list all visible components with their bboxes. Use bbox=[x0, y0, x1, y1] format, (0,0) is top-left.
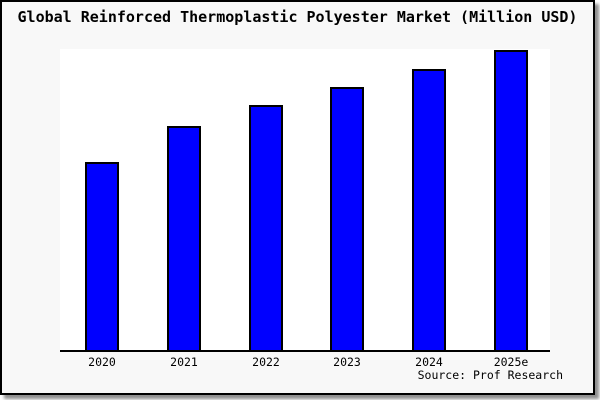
x-tick-2023: 2023 bbox=[333, 355, 361, 369]
bar-2023 bbox=[330, 87, 364, 350]
bar-2021 bbox=[167, 126, 201, 350]
x-tick-2024: 2024 bbox=[415, 355, 443, 369]
chart-panel: Global Reinforced Thermoplastic Polyeste… bbox=[0, 0, 595, 395]
source-label: Source: Prof Research bbox=[417, 368, 563, 382]
chart-title: Global Reinforced Thermoplastic Polyeste… bbox=[17, 8, 578, 26]
bar-2022 bbox=[249, 105, 283, 350]
plot-area bbox=[60, 49, 550, 352]
bar-2020 bbox=[85, 162, 119, 350]
x-tick-2025e: 2025e bbox=[493, 355, 529, 369]
bar-2024 bbox=[412, 69, 446, 350]
x-tick-2020: 2020 bbox=[88, 355, 116, 369]
x-tick-2022: 2022 bbox=[252, 355, 280, 369]
x-tick-2021: 2021 bbox=[170, 355, 198, 369]
bar-2025e bbox=[494, 50, 528, 350]
